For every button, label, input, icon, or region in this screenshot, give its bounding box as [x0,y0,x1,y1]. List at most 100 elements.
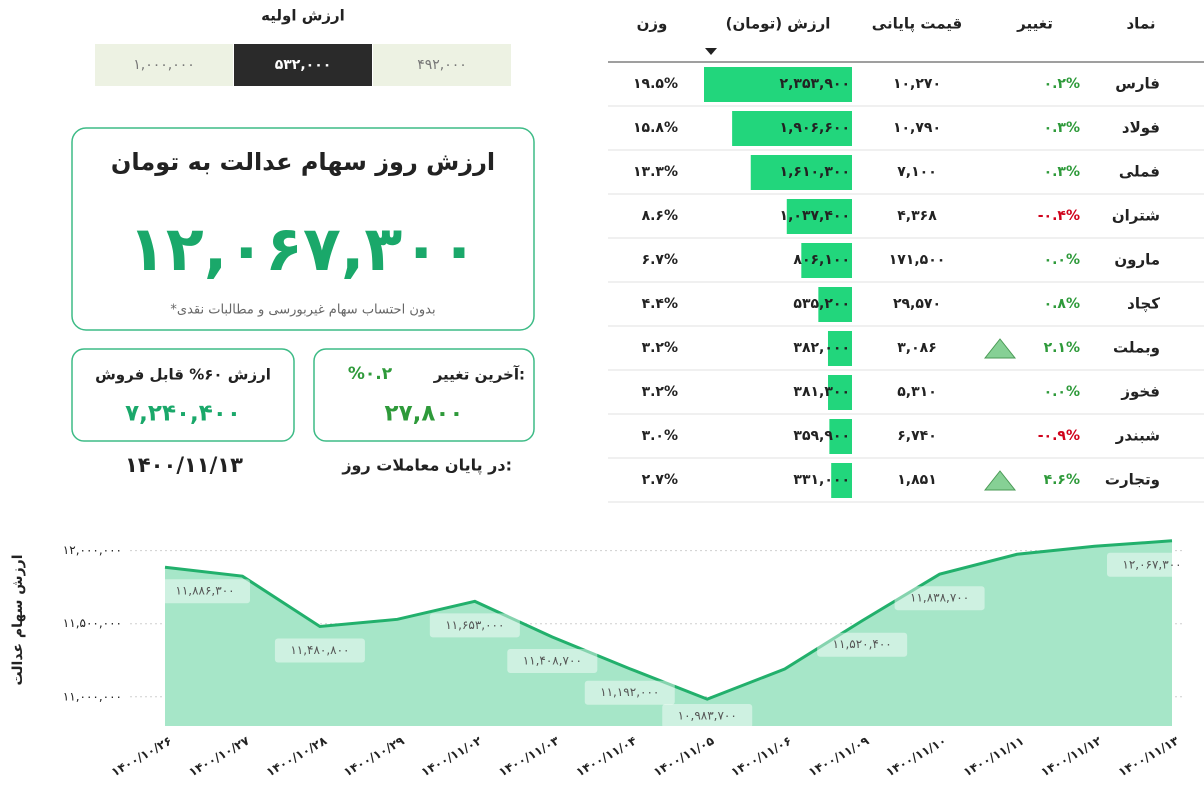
last-change-percent: %۰.۲ [348,364,393,384]
close-price: ۲۹,۵۷۰ [893,296,941,312]
column-header[interactable]: ارزش (تومان) [726,15,831,33]
symbol: شبندر [1115,427,1160,445]
summary-note: *بدون احتساب سهام غیربورسی و مطالبات نقد… [170,303,435,318]
data-label: ۱۱,۵۲۰,۴۰۰ [833,637,892,651]
last-change-value: ۲۷,۸۰۰ [385,401,464,427]
data-label: ۱۰,۹۸۳,۷۰۰ [678,709,737,723]
trend-icon [983,470,1017,491]
option-label[interactable]: ۴۹۲,۰۰۰ [417,57,467,73]
option-button[interactable] [234,44,372,86]
weight: ۳.۰% [642,428,678,444]
as-of-date: ۱۴۰۰/۱۱/۱۳ [125,453,243,477]
value-label: ۵۳۵,۲۰۰ [793,296,850,312]
option-button[interactable] [95,44,233,86]
data-label: ۱۲,۰۶۷,۳۰۰ [1122,557,1181,571]
close-price: ۱,۸۵۱ [897,472,937,488]
column-header[interactable]: وزن [637,15,668,33]
weight: ۳.۲% [642,340,678,356]
value-label: ۸۰۶,۱۰۰ [793,252,850,268]
value-label: ۱,۶۱۰,۳۰۰ [780,164,850,180]
data-label-bg [662,704,753,728]
value-bar [801,243,852,278]
data-label-bg [894,586,985,611]
x-tick-label: ۱۴۰۰/۱۰/۲۸ [264,733,330,779]
data-label-bg [1107,552,1197,577]
summary-value: ۱۲,۰۶۷,۳۰۰ [128,212,478,285]
x-tick-label: ۱۴۰۰/۱۱/۱۳ [1116,733,1182,779]
last-change-label: آخرین تغییر: [433,366,525,384]
data-label: ۱۱,۱۹۲,۰۰۰ [600,685,659,699]
value-label: ۲,۳۵۳,۹۰۰ [780,76,850,92]
value-bar [829,419,852,454]
x-tick-label: ۱۴۰۰/۱۱/۰۴ [574,734,639,780]
sellable-card [71,348,295,442]
x-tick-label: ۱۴۰۰/۱۱/۱۲ [1038,733,1104,779]
change: ۰.۸% [1044,296,1080,312]
trend-icon [983,338,1017,359]
x-tick-label: ۱۴۰۰/۱۱/۱۰ [884,734,949,780]
data-label: ۱۱,۸۳۸,۷۰۰ [910,591,969,605]
value-bar [704,67,852,102]
y-tick-label: ۱۱,۵۰۰,۰۰۰ [63,616,122,630]
x-tick-label: ۱۴۰۰/۱۰/۲۹ [341,733,407,779]
y-axis-label: ارزش سهام عدالت [10,554,26,685]
data-label: ۱۱,۶۵۳,۰۰۰ [445,618,504,632]
weight: ۳.۲% [642,384,678,400]
data-label: ۱۱,۸۸۶,۳۰۰ [175,584,234,598]
symbol: فملی [1119,163,1160,181]
symbol: شتران [1112,207,1160,225]
option-button[interactable] [373,44,511,86]
value-option[interactable]: ۴۹۲,۰۰۰ [373,44,511,86]
summary-title: ارزش روز سهام عدالت به تومان [111,148,495,176]
value-bar [818,287,852,322]
change: ۰.۲% [1044,76,1080,92]
close-price: ۱۷۱,۵۰۰ [889,252,946,268]
value-label: ۳۸۲,۰۰۰ [793,340,850,356]
weight: ۱۳.۳% [633,164,678,180]
summary-card [71,127,535,331]
change: ۲.۱% [1044,340,1080,356]
close-price: ۵,۳۱۰ [897,384,937,400]
column-header[interactable]: تغییر [1016,15,1053,33]
weight: ۴.۴% [642,296,678,312]
close-price: ۱۰,۲۷۰ [893,76,941,92]
column-header[interactable]: قیمت پایانی [872,15,962,34]
symbol: وتجارت [1105,471,1160,489]
change: ۰.۳% [1044,164,1080,180]
value-label: ۱,۰۳۷,۴۰۰ [780,208,850,224]
weight: ۸.۶% [642,208,678,224]
close-price: ۴,۳۶۸ [897,208,937,224]
last-change-card [313,348,535,442]
x-tick-label: ۱۴۰۰/۱۱/۱۱ [961,734,1026,780]
symbol: وبملت [1113,339,1160,357]
value-label: ۳۵۹,۹۰۰ [793,428,850,444]
value-bar [732,111,852,146]
x-tick-label: ۱۴۰۰/۱۱/۰۶ [729,734,794,780]
data-label-bg [160,579,250,604]
symbol: فولاد [1122,119,1160,137]
column-header[interactable]: نماد [1126,15,1155,33]
option-label[interactable]: ۵۳۲,۰۰۰ [275,57,332,73]
option-label[interactable]: ۱,۰۰۰,۰۰۰ [133,57,195,73]
data-label: ۱۱,۴۰۸,۷۰۰ [523,654,582,668]
symbol: فخوز [1120,383,1160,401]
symbol: فارس [1115,75,1160,93]
as-of-label: در پایان معاملات روز: [341,456,512,476]
value-bar [828,375,852,410]
change: ۰.۳% [1044,120,1080,136]
close-price: ۳,۰۸۶ [897,340,937,356]
area-line [164,539,1173,701]
value-label: ۳۳۱,۰۰۰ [793,472,850,488]
x-tick-label: ۱۴۰۰/۱۱/۰۵ [651,734,716,780]
value-option[interactable]: ۱,۰۰۰,۰۰۰ [95,44,233,86]
weight: ۲.۷% [642,472,678,488]
initial-value-title: ارزش اولیه [261,7,345,25]
data-label-bg [584,680,675,705]
value-label: ۱,۹۰۶,۶۰۰ [780,120,850,136]
x-tick-label: ۱۴۰۰/۱۰/۲۷ [186,733,252,779]
value-option[interactable]: ۵۳۲,۰۰۰ [234,44,372,86]
weight: ۱۵.۸% [633,120,678,136]
x-tick-label: ۱۴۰۰/۱۱/۰۳ [496,733,562,779]
symbol: مارون [1114,251,1160,269]
